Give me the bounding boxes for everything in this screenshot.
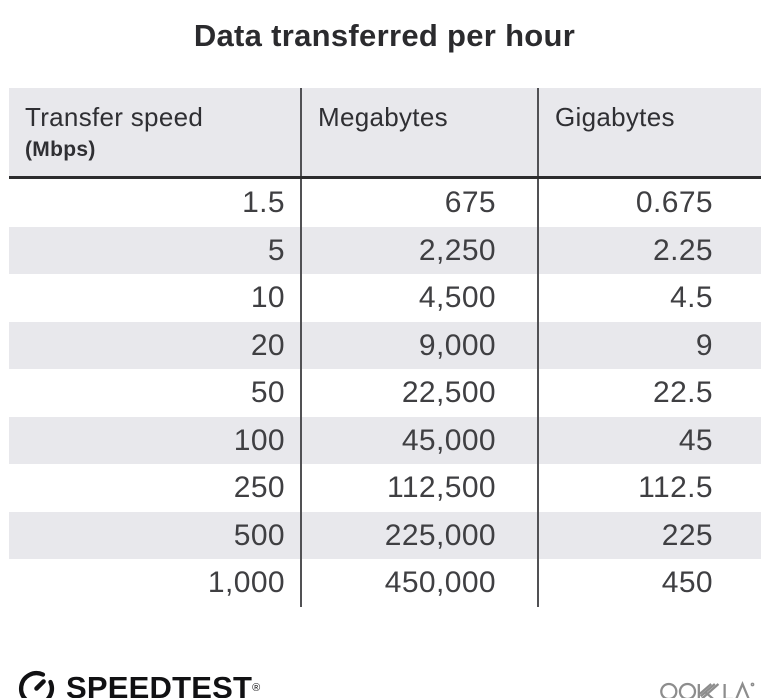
data-table: Transfer speed (Mbps) Megabytes Gigabyte…: [9, 88, 761, 607]
registered-mark: ®: [252, 681, 261, 694]
cell-gigabytes: 45: [678, 423, 713, 457]
table-row: 20 9,000 9: [9, 321, 761, 369]
cell-gigabytes: 450: [661, 566, 713, 599]
table-row: 5 2,250 2.25: [9, 226, 761, 274]
cell-megabytes: 225,000: [302, 511, 539, 559]
table-row: 50 22,500 22.5: [9, 369, 761, 417]
speedtest-gauge-icon: [18, 671, 55, 698]
speedtest-logo: SPEEDTEST ®: [16, 667, 260, 698]
infographic: Data transferred per hour Transfer speed…: [0, 18, 769, 698]
cell-megabytes: 22,500: [302, 369, 539, 417]
table-row: 1,000 450,000 450: [9, 559, 761, 607]
column-header-transfer-speed: Transfer speed (Mbps): [9, 88, 302, 176]
cell-transfer-speed: 50: [9, 369, 302, 417]
cell-megabytes: 9,000: [302, 321, 539, 369]
page-title: Data transferred per hour: [193, 18, 576, 53]
cell-transfer-speed: 250: [9, 464, 302, 512]
column-header-sublabel: (Mbps): [25, 138, 96, 161]
column-header-gigabytes: Gigabytes: [539, 88, 761, 176]
cell-transfer-speed: 1.5: [9, 179, 302, 227]
column-header-label: Transfer speed: [25, 102, 204, 132]
cell-megabytes: 2,250: [302, 226, 539, 274]
column-header-label: Megabytes: [318, 102, 448, 132]
cell-transfer-speed: 500: [9, 511, 302, 559]
table-body: 1.5 675 0.675 5 2,250 2.25 10 4,500 4.5 …: [9, 179, 761, 607]
speedtest-wordmark: SPEEDTEST: [66, 669, 253, 698]
table-row: 1.5 675 0.675: [9, 179, 761, 227]
cell-megabytes: 450,000: [302, 559, 539, 607]
table-row: 250 112,500 112.5: [9, 464, 761, 512]
table-header-row: Transfer speed (Mbps) Megabytes Gigabyte…: [9, 88, 761, 179]
table-row: 500 225,000 225: [9, 511, 761, 559]
cell-megabytes: 112,500: [302, 464, 539, 512]
cell-gigabytes: 112.5: [638, 471, 713, 504]
cell-transfer-speed: 20: [9, 321, 302, 369]
cell-megabytes: 45,000: [302, 416, 539, 464]
cell-gigabytes: 2.25: [653, 233, 713, 267]
cell-gigabytes: 9: [695, 328, 713, 362]
table-row: 100 45,000 45: [9, 416, 761, 464]
cell-megabytes: 675: [302, 179, 539, 227]
cell-gigabytes: 225: [661, 518, 713, 552]
cell-transfer-speed: 100: [9, 416, 302, 464]
cell-transfer-speed: 1,000: [9, 559, 302, 607]
cell-gigabytes: 0.675: [635, 186, 713, 219]
cell-transfer-speed: 10: [9, 274, 302, 322]
cell-transfer-speed: 5: [9, 226, 302, 274]
column-header-label: Gigabytes: [555, 102, 675, 132]
footer: SPEEDTEST ®: [0, 664, 769, 698]
ookla-wordmark: [660, 681, 755, 698]
cell-gigabytes: 4.5: [670, 281, 713, 314]
table-row: 10 4,500 4.5: [9, 274, 761, 322]
cell-megabytes: 4,500: [302, 274, 539, 322]
column-header-megabytes: Megabytes: [302, 88, 539, 176]
cell-gigabytes: 22.5: [653, 376, 713, 409]
